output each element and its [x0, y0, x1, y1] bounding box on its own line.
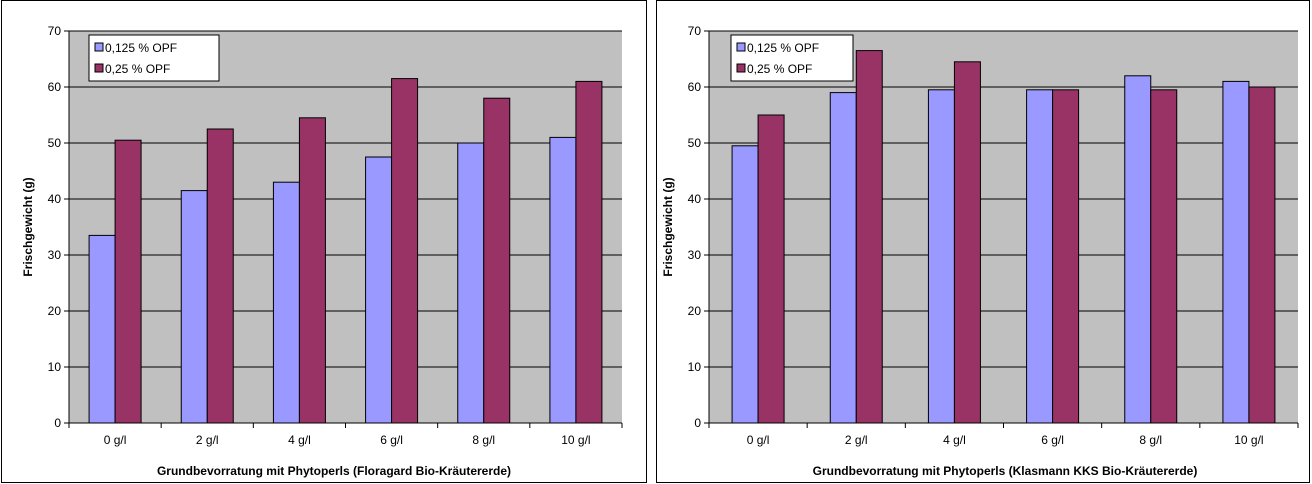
- chart-1-bar-s2-c3: [298, 117, 326, 424]
- chart-2-x-tick-label-0: 0 g/l: [747, 433, 770, 447]
- chart-2-bar-s2-c4: [1052, 89, 1080, 424]
- chart-1-bar-s2-c1: [114, 139, 142, 424]
- chart-2-bar-s2-c5: [1150, 89, 1178, 424]
- chart-klasmann: 0 10 20 30 40 50 60 70 0 g/l 2 g/l 4 g/l 6 g/l 8 g/l…: [656, 0, 1310, 483]
- chart-2-bar-s2-c6: [1248, 86, 1276, 424]
- chart-2-y-axis-title: Frischgewicht (g): [661, 177, 675, 276]
- chart-1-x-axis-title: Grundbevorratung mit Phytoperls (Floraga…: [157, 464, 511, 478]
- chart-1-bar-s1-c3: [272, 181, 300, 424]
- chart-2-legend-label-1: 0,125 % OPF: [747, 41, 819, 55]
- chart-floragard-svg: 0 10 20 30 40 50 60 70 0 g/l 2 g/l 4 g/l 6 g/l 8 g/l…: [21, 24, 623, 478]
- chart-1-y-tick-label-6: 60: [48, 80, 62, 94]
- chart-2-legend-swatch-2: [736, 63, 746, 73]
- chart-1-y-tick-label-7: 70: [48, 24, 62, 38]
- chart-2-bar-s2-c3: [953, 61, 981, 424]
- chart-2-bar-s2-c1: [757, 114, 785, 424]
- chart-2-x-tick-label-4: 8 g/l: [1139, 433, 1162, 447]
- chart-2-x-tick-label-3: 6 g/l: [1041, 433, 1064, 447]
- chart-1-bar-s1-c5: [457, 142, 485, 424]
- chart-1-y-tick-label-0: 0: [54, 416, 61, 430]
- chart-2-x-tick-label-1: 2 g/l: [845, 433, 868, 447]
- chart-1-legend-swatch-1: [94, 42, 104, 52]
- chart-1-legend: 0,125 % OPF 0,25 % OPF: [88, 34, 220, 82]
- chart-2-bar-s1-c5: [1124, 75, 1152, 424]
- chart-1-legend-label-2: 0,25 % OPF: [105, 62, 170, 76]
- chart-2-bar-s2-c2: [855, 50, 883, 424]
- chart-1-bar-s1-c6: [549, 136, 577, 424]
- chart-2-plot-area: [709, 31, 1298, 423]
- chart-2-legend-box: [730, 34, 854, 82]
- chart-2-legend-swatch-1: [736, 42, 746, 52]
- chart-1-plot-area: [69, 31, 622, 423]
- chart-2-x-tick-label-5: 10 g/l: [1234, 433, 1263, 447]
- chart-2-y-tick-label-2: 20: [688, 304, 702, 318]
- chart-1-bar-s2-c5: [483, 97, 511, 424]
- chart-2-y-tick-label-3: 30: [688, 248, 702, 262]
- chart-1-y-tick-label-1: 10: [48, 360, 62, 374]
- chart-2-y-tick-label-7: 70: [688, 24, 702, 38]
- chart-2-x-tick-label-2: 4 g/l: [943, 433, 966, 447]
- chart-2-bar-s1-c3: [927, 89, 955, 424]
- chart-2-y-tick-label-0: 0: [694, 416, 701, 430]
- chart-2-bar-s1-c6: [1222, 80, 1250, 424]
- chart-2-y-tick-label-1: 10: [688, 360, 702, 374]
- chart-2-bar-s1-c2: [829, 92, 857, 424]
- chart-1-bar-s2-c6: [575, 80, 603, 424]
- chart-1-x-tick-label-0: 0 g/l: [104, 433, 127, 447]
- chart-1-bar-s1-c1: [88, 234, 116, 424]
- chart-1-x-tick-label-5: 10 g/l: [561, 433, 590, 447]
- chart-2-bar-s1-c1: [731, 145, 759, 424]
- chart-1-y-tick-label-5: 50: [48, 136, 62, 150]
- chart-1-bar-s2-c4: [391, 78, 419, 424]
- chart-2-x-axis-title: Grundbevorratung mit Phytoperls (Klasman…: [813, 464, 1198, 478]
- chart-1-bar-s1-c4: [365, 156, 393, 424]
- chart-1-x-tick-label-2: 4 g/l: [288, 433, 311, 447]
- chart-1-y-tick-label-4: 40: [48, 192, 62, 206]
- chart-1-x-tick-label-3: 6 g/l: [380, 433, 403, 447]
- chart-1-y-axis-title: Frischgewicht (g): [21, 177, 35, 276]
- chart-1-x-tick-label-4: 8 g/l: [472, 433, 495, 447]
- chart-2-legend-label-2: 0,25 % OPF: [747, 62, 812, 76]
- chart-1-y-tick-label-2: 20: [48, 304, 62, 318]
- chart-1-legend-box: [88, 34, 220, 82]
- chart-1-bar-s1-c2: [180, 190, 208, 424]
- chart-2-bar-s1-c4: [1026, 89, 1054, 424]
- chart-2-y-tick-label-6: 60: [688, 80, 702, 94]
- chart-1-y-tick-label-3: 30: [48, 248, 62, 262]
- chart-klasmann-svg: 0 10 20 30 40 50 60 70 0 g/l 2 g/l 4 g/l 6 g/l 8 g/l…: [661, 24, 1299, 478]
- chart-1-x-tick-label-1: 2 g/l: [196, 433, 219, 447]
- chart-2-y-tick-label-5: 50: [688, 136, 702, 150]
- chart-2-legend: 0,125 % OPF 0,25 % OPF: [730, 34, 854, 82]
- chart-floragard: 0 10 20 30 40 50 60 70 0 g/l 2 g/l 4 g/l 6 g/l 8 g/l…: [1, 0, 647, 483]
- chart-1-legend-swatch-2: [94, 63, 104, 73]
- chart-1-legend-label-1: 0,125 % OPF: [105, 41, 177, 55]
- chart-1-bar-s2-c2: [206, 128, 234, 424]
- chart-2-y-tick-label-4: 40: [688, 192, 702, 206]
